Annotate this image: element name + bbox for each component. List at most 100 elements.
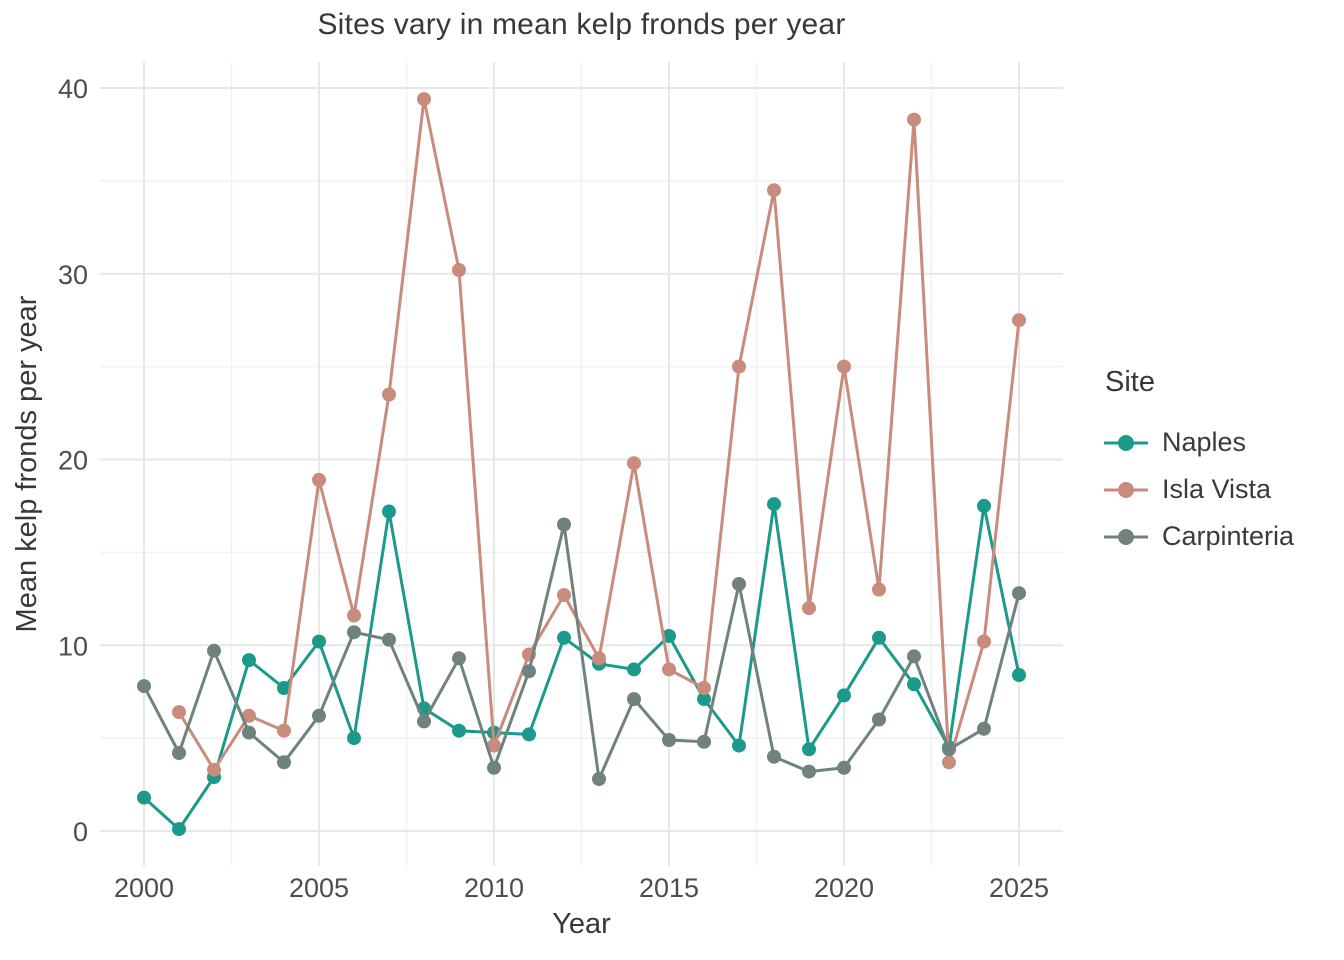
data-point-carpinteria <box>207 643 221 658</box>
y-tick-label: 30 <box>58 260 88 290</box>
data-point-naples <box>697 692 711 707</box>
data-point-isla-vista <box>837 359 851 374</box>
data-point-isla-vista <box>767 183 781 198</box>
data-point-carpinteria <box>557 517 571 532</box>
data-point-isla-vista <box>452 263 466 277</box>
legend-key-naples-icon <box>1104 434 1148 451</box>
data-point-isla-vista <box>627 456 641 471</box>
data-point-carpinteria <box>487 760 501 775</box>
legend-title: Site <box>1105 366 1155 398</box>
data-point-carpinteria <box>627 692 641 707</box>
data-point-carpinteria <box>592 772 606 786</box>
data-point-naples <box>627 662 641 677</box>
data-point-isla-vista <box>347 608 361 623</box>
legend-item-naples: Naples <box>1103 419 1294 466</box>
data-point-naples <box>312 634 326 649</box>
data-point-carpinteria <box>977 721 991 736</box>
data-point-carpinteria <box>277 755 291 770</box>
data-point-carpinteria <box>942 742 956 757</box>
data-point-naples <box>277 681 291 695</box>
data-point-carpinteria <box>242 725 256 740</box>
data-point-carpinteria <box>767 749 781 764</box>
y-axis-title: Mean kelp fronds per year <box>11 295 43 633</box>
data-point-carpinteria <box>907 649 921 664</box>
data-point-carpinteria <box>837 760 851 775</box>
data-point-carpinteria <box>137 679 151 694</box>
legend-key-carpinteria-icon <box>1104 528 1148 545</box>
x-tick-label: 2010 <box>464 873 524 903</box>
data-point-naples <box>977 498 991 513</box>
legend-key-isla-vista-icon <box>1104 481 1148 498</box>
data-point-isla-vista <box>277 723 291 738</box>
data-point-isla-vista <box>592 651 606 666</box>
data-point-carpinteria <box>732 577 746 591</box>
x-tick-label: 2025 <box>989 873 1049 903</box>
data-point-naples <box>347 731 361 746</box>
data-point-isla-vista <box>732 359 746 374</box>
y-tick-label: 0 <box>73 817 88 847</box>
data-point-isla-vista <box>172 705 186 720</box>
data-point-naples <box>872 630 886 645</box>
data-point-carpinteria <box>452 651 466 666</box>
data-point-naples <box>1012 668 1026 682</box>
data-point-naples <box>242 653 256 668</box>
data-point-carpinteria <box>347 625 361 640</box>
data-point-isla-vista <box>977 634 991 649</box>
legend-key-dot <box>1118 528 1134 545</box>
data-point-isla-vista <box>697 681 711 695</box>
legend: Site Naples Isla Vista Carpinteria <box>1103 366 1294 560</box>
data-point-naples <box>382 504 396 519</box>
data-point-carpinteria <box>802 764 816 779</box>
data-point-naples <box>522 727 536 742</box>
data-point-carpinteria <box>417 714 431 729</box>
y-tick-label: 40 <box>58 74 88 104</box>
data-point-carpinteria <box>312 708 326 723</box>
data-point-isla-vista <box>907 112 921 127</box>
data-point-carpinteria <box>1012 586 1026 601</box>
legend-label-carpinteria: Carpinteria <box>1162 521 1295 551</box>
x-tick-label: 2005 <box>289 873 349 903</box>
data-point-isla-vista <box>942 755 956 770</box>
data-point-isla-vista <box>662 662 676 677</box>
series-line-carpinteria <box>142 523 1021 781</box>
data-point-naples <box>802 742 816 757</box>
data-point-carpinteria <box>172 746 186 760</box>
data-point-isla-vista <box>242 708 256 723</box>
x-tick-label: 2000 <box>114 873 174 903</box>
data-point-naples <box>767 497 781 512</box>
data-point-isla-vista <box>802 601 816 616</box>
data-point-carpinteria <box>382 632 396 647</box>
x-tick-label: 2015 <box>639 873 699 903</box>
legend-label-isla-vista: Isla Vista <box>1162 474 1272 504</box>
data-point-carpinteria <box>697 734 711 749</box>
data-point-naples <box>172 822 186 837</box>
data-point-naples <box>452 723 466 738</box>
data-point-isla-vista <box>417 92 431 107</box>
legend-key-dot <box>1118 434 1134 451</box>
chart-title: Sites vary in mean kelp fronds per year <box>317 8 846 41</box>
x-axis-title: Year <box>552 908 611 940</box>
data-point-isla-vista <box>1012 313 1026 328</box>
legend-item-isla-vista: Isla Vista <box>1103 466 1294 513</box>
legend-item-carpinteria: Carpinteria <box>1103 513 1294 560</box>
data-point-isla-vista <box>487 738 501 753</box>
data-point-isla-vista <box>557 588 571 603</box>
data-point-carpinteria <box>872 712 886 727</box>
data-point-naples <box>137 790 151 805</box>
y-tick-label: 10 <box>58 631 88 661</box>
data-point-naples <box>557 630 571 645</box>
y-tick-label: 20 <box>58 446 88 476</box>
data-point-isla-vista <box>312 472 326 487</box>
data-point-naples <box>662 629 676 643</box>
x-tick-label: 2020 <box>814 873 874 903</box>
data-point-isla-vista <box>207 762 221 777</box>
data-point-carpinteria <box>522 664 536 679</box>
data-point-naples <box>907 677 921 692</box>
data-point-isla-vista <box>382 387 396 402</box>
data-point-isla-vista <box>872 582 886 597</box>
legend-label-naples: Naples <box>1162 427 1247 457</box>
legend-key-dot <box>1118 481 1134 498</box>
data-point-naples <box>732 738 746 753</box>
